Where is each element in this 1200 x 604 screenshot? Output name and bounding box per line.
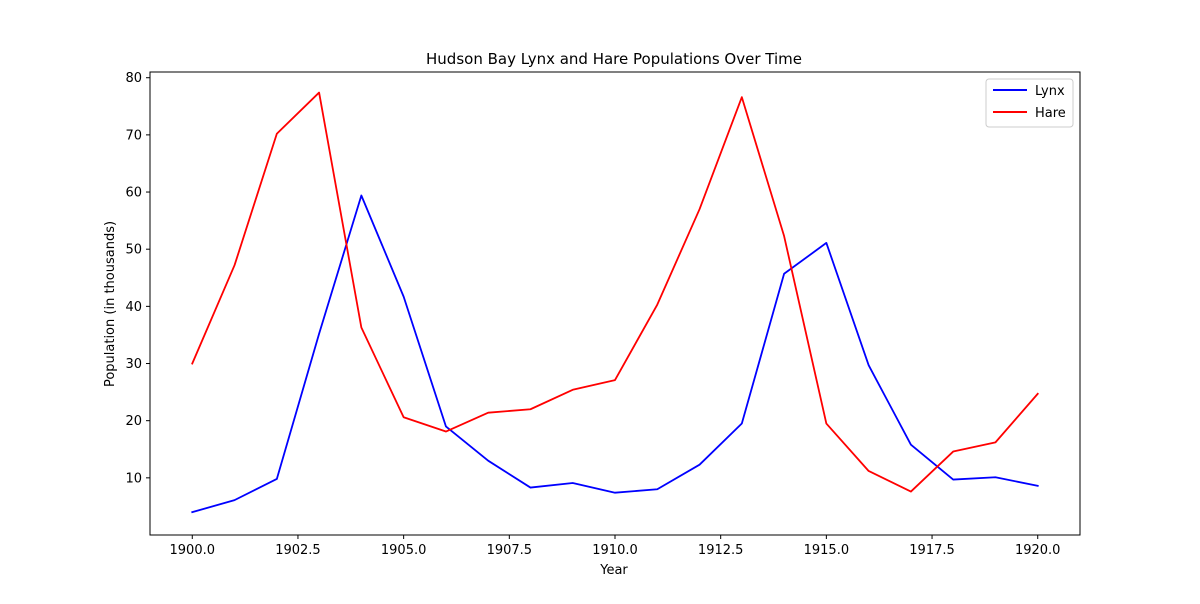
y-tick-label: 10	[125, 471, 142, 486]
y-axis-label: Population (in thousands)	[103, 221, 118, 387]
series-lines	[191, 91, 1039, 514]
plot-area-frame	[149, 71, 1081, 536]
y-tick-label: 20	[125, 414, 142, 429]
x-axis-ticks: 1900.0 1902.5 1905.0 1907.5 1910.0 1912.5 1915…	[170, 535, 1061, 558]
legend: Lynx Hare	[985, 78, 1074, 128]
x-tick-label: 1915.0	[804, 543, 850, 558]
y-tick-label: 50	[125, 243, 142, 258]
y-tick-label: 60	[125, 186, 142, 201]
x-tick-label: 1905.0	[381, 543, 427, 558]
x-tick-label: 1917.5	[909, 543, 955, 558]
legend-label-hare: Hare	[1035, 106, 1066, 121]
y-tick-label: 70	[125, 128, 142, 143]
x-tick-label: 1912.5	[698, 543, 744, 558]
x-tick-label: 1920.0	[1015, 543, 1061, 558]
legend-label-lynx: Lynx	[1035, 84, 1065, 99]
series-line-hare	[191, 91, 1039, 493]
y-tick-label: 80	[125, 71, 142, 86]
x-tick-label: 1907.5	[487, 543, 533, 558]
y-tick-label: 40	[125, 300, 142, 315]
x-tick-label: 1900.0	[170, 543, 216, 558]
chart-title: Hudson Bay Lynx and Hare Populations Ove…	[426, 50, 802, 68]
y-tick-label: 30	[125, 357, 142, 372]
x-tick-label: 1910.0	[592, 543, 638, 558]
series-line-lynx	[191, 194, 1039, 514]
y-axis-ticks: 10 20 30 40 50 60 70 80	[125, 71, 150, 486]
x-tick-label: 1902.5	[275, 543, 321, 558]
x-axis-label: Year	[599, 563, 628, 578]
